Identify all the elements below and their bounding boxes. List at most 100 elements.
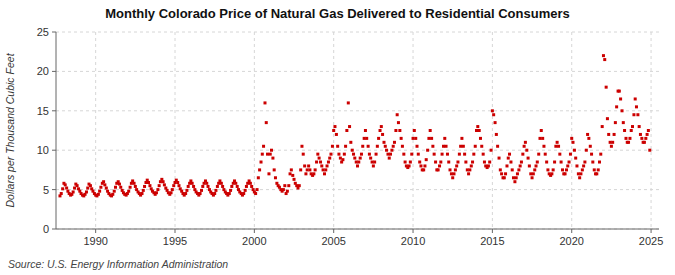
x-tick — [651, 229, 652, 233]
point — [585, 149, 588, 152]
x-tick — [175, 229, 176, 233]
y-tick — [52, 32, 56, 33]
point — [638, 125, 641, 128]
point — [119, 186, 122, 189]
point — [556, 141, 559, 144]
point — [462, 145, 465, 148]
point — [207, 185, 210, 188]
point — [640, 137, 643, 140]
point — [632, 113, 635, 116]
point — [335, 133, 338, 136]
point — [258, 168, 261, 171]
point — [544, 153, 547, 156]
point — [494, 121, 497, 124]
point — [646, 133, 649, 136]
point — [516, 172, 519, 175]
point — [434, 161, 437, 164]
point — [282, 188, 285, 191]
y-tick-label: 15 — [37, 105, 49, 117]
point — [541, 137, 544, 140]
point — [579, 172, 582, 175]
point — [636, 113, 639, 116]
x-tick-label: 2010 — [401, 235, 425, 247]
point — [560, 161, 563, 164]
point — [606, 117, 609, 120]
point — [644, 137, 647, 140]
point — [603, 58, 606, 61]
point — [509, 161, 512, 164]
point — [478, 129, 481, 132]
point — [528, 164, 531, 167]
point — [429, 129, 432, 132]
point — [573, 149, 576, 152]
point — [523, 145, 526, 148]
point — [479, 137, 482, 140]
point — [85, 190, 88, 193]
grid-line — [56, 189, 659, 190]
point — [410, 153, 413, 156]
point — [536, 161, 539, 164]
point — [575, 164, 578, 167]
point — [300, 145, 303, 148]
point — [459, 145, 462, 148]
point — [602, 54, 605, 57]
point — [213, 192, 216, 195]
point — [427, 137, 430, 140]
point — [127, 190, 130, 193]
y-tick — [52, 150, 56, 151]
point — [360, 153, 363, 156]
point — [293, 178, 296, 181]
point — [385, 149, 388, 152]
point — [356, 164, 359, 167]
x-tick — [492, 229, 493, 233]
point — [86, 187, 89, 190]
x-tick — [254, 229, 255, 233]
grid-line — [56, 110, 659, 111]
point — [250, 185, 253, 188]
point — [214, 189, 217, 192]
point — [550, 172, 553, 175]
point — [460, 137, 463, 140]
point — [244, 189, 247, 192]
point — [472, 153, 475, 156]
point — [490, 149, 493, 152]
point — [228, 192, 231, 195]
point — [565, 168, 568, 171]
point — [147, 181, 150, 184]
point — [537, 153, 540, 156]
grid-line — [175, 32, 176, 229]
point — [590, 153, 593, 156]
point — [422, 168, 425, 171]
point — [581, 168, 584, 171]
point — [103, 183, 106, 186]
point — [505, 164, 508, 167]
x-tick-label: 1995 — [163, 235, 187, 247]
point — [591, 161, 594, 164]
point — [607, 133, 610, 136]
point — [419, 164, 422, 167]
point — [365, 137, 368, 140]
point — [260, 161, 263, 164]
point — [558, 153, 561, 156]
point — [383, 141, 386, 144]
point — [349, 141, 352, 144]
point — [60, 192, 63, 195]
point — [496, 145, 499, 148]
point — [507, 157, 510, 160]
point — [359, 157, 362, 160]
point — [141, 192, 144, 195]
grid-line — [492, 32, 493, 229]
y-tick-label: 20 — [37, 65, 49, 77]
point — [336, 145, 339, 148]
point — [200, 189, 203, 192]
point — [540, 129, 543, 132]
point — [480, 145, 483, 148]
point — [261, 153, 264, 156]
point — [380, 125, 383, 128]
point — [148, 184, 151, 187]
point — [323, 172, 326, 175]
point — [269, 153, 272, 156]
point — [569, 153, 572, 156]
point — [249, 182, 252, 185]
point — [553, 161, 556, 164]
